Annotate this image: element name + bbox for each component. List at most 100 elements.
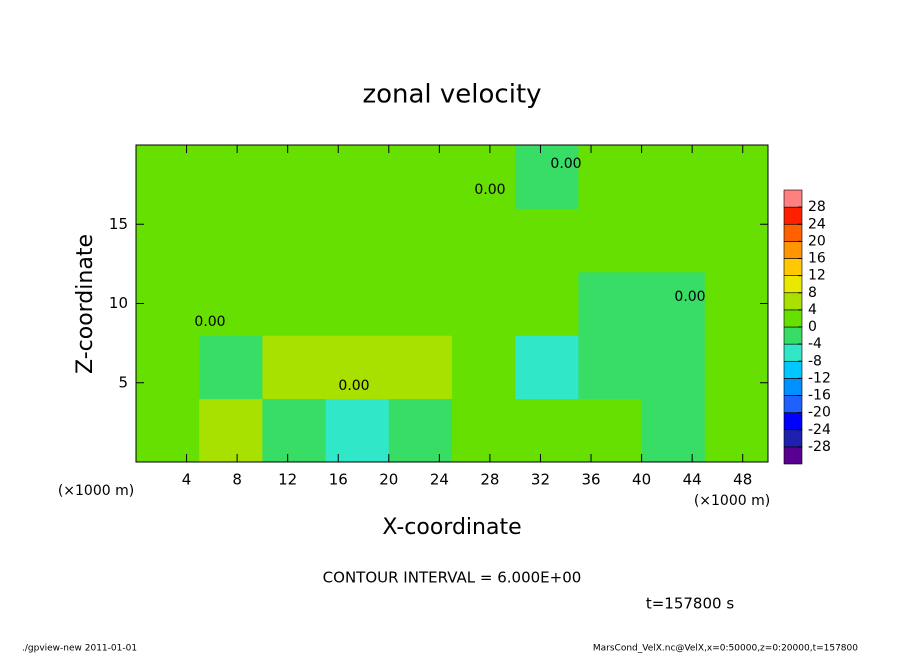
field-cell xyxy=(262,335,327,400)
x-axis-label: X-coordinate xyxy=(382,515,521,540)
colorbar-box xyxy=(783,326,803,345)
field-cell xyxy=(515,398,579,463)
colorbar-label: 28 xyxy=(808,199,826,215)
field-cell xyxy=(262,271,327,336)
y-tick-label: 15 xyxy=(109,215,128,233)
colorbar-label: 8 xyxy=(808,285,817,301)
colorbar-label: -24 xyxy=(808,422,831,438)
field-cell xyxy=(515,271,579,336)
field-cell xyxy=(452,398,516,463)
field-cell xyxy=(325,398,390,463)
field-cell xyxy=(704,398,769,463)
colorbar-box xyxy=(783,429,803,448)
field-cell xyxy=(515,145,579,209)
x-tick-label: 4 xyxy=(182,471,192,489)
field-cell xyxy=(452,208,516,273)
field-cell xyxy=(452,145,516,209)
field-cell xyxy=(136,271,200,336)
field-cell xyxy=(136,145,200,209)
x-tick-label: 24 xyxy=(430,471,449,489)
field-cell xyxy=(641,271,706,336)
field-cell xyxy=(704,335,769,400)
y-tick-label: 5 xyxy=(118,373,128,391)
colorbar-box xyxy=(783,446,803,465)
colorbar-label: 0 xyxy=(808,319,817,335)
x-tick-label: 8 xyxy=(232,471,242,489)
field-cell xyxy=(452,335,516,400)
colorbar-label: -20 xyxy=(808,405,831,421)
field-cell xyxy=(136,208,200,273)
colorbar-box xyxy=(783,343,803,362)
field-cell xyxy=(388,335,453,400)
field-cell xyxy=(325,271,390,336)
field-cell xyxy=(578,208,643,273)
contour-label: 0.00 xyxy=(674,289,705,305)
field-cell xyxy=(704,271,769,336)
field-cell xyxy=(388,145,453,209)
field-cell xyxy=(325,335,390,400)
field-cell xyxy=(388,398,453,463)
colorbar-label: -16 xyxy=(808,388,831,404)
y-tick-label: 10 xyxy=(109,294,128,312)
colorbar-box xyxy=(783,412,803,431)
field-cell xyxy=(325,145,390,209)
colorbar-label: 4 xyxy=(808,302,817,318)
field-cell xyxy=(578,398,643,463)
colorbar-box xyxy=(783,395,803,413)
colorbar-box xyxy=(783,309,803,328)
field-cell xyxy=(199,145,263,209)
footer-right: MarsCond_VelX.nc@VelX,x=0:50000,z=0:2000… xyxy=(593,644,858,654)
field-cell xyxy=(641,208,706,273)
field-cell xyxy=(515,335,579,400)
colorbar-label: 16 xyxy=(808,251,826,267)
x-tick-label: 28 xyxy=(480,471,499,489)
y-units: (×1000 m) xyxy=(58,483,134,499)
field-cell xyxy=(199,398,263,463)
colorbar-box xyxy=(783,258,803,276)
x-tick-label: 36 xyxy=(581,471,600,489)
footer-left: ./gpview-new 2011-01-01 xyxy=(22,644,137,654)
contour-label: 0.00 xyxy=(194,314,225,330)
field-cell xyxy=(388,271,453,336)
field-cell xyxy=(515,208,579,273)
x-tick-label: 16 xyxy=(329,471,348,489)
field-cell xyxy=(641,335,706,400)
contour-label: 0.00 xyxy=(474,182,505,198)
colorbar-label: -8 xyxy=(808,353,822,369)
colorbar-label: 12 xyxy=(808,268,826,284)
colorbar-box xyxy=(783,241,803,259)
colorbar-box xyxy=(783,292,803,311)
field-cell xyxy=(578,335,643,400)
colorbar-box xyxy=(783,223,803,242)
field-cell xyxy=(136,335,200,400)
x-tick-label: 44 xyxy=(683,471,702,489)
contour-interval: CONTOUR INTERVAL = 6.000E+00 xyxy=(323,569,582,587)
field-cell xyxy=(704,208,769,273)
y-axis-label: Z-coordinate xyxy=(73,234,98,374)
field-cell xyxy=(262,398,327,463)
field-cell xyxy=(199,208,263,273)
field-cell xyxy=(641,145,706,209)
colorbar-box xyxy=(783,189,803,208)
colorbar-box xyxy=(783,378,803,396)
colorbar-label: -12 xyxy=(808,370,831,386)
x-tick-label: 32 xyxy=(531,471,550,489)
field-cell xyxy=(388,208,453,273)
time-label: t=157800 s xyxy=(646,595,734,613)
colorbar-label: -28 xyxy=(808,439,831,455)
field-cell xyxy=(578,145,643,209)
field-cell xyxy=(641,398,706,463)
field-cell xyxy=(199,271,263,336)
x-tick-label: 20 xyxy=(379,471,398,489)
field-cell xyxy=(704,145,769,209)
field-cell xyxy=(452,271,516,336)
field-cell xyxy=(578,271,643,336)
field-cell xyxy=(262,145,327,209)
colorbar-box xyxy=(783,206,803,225)
colorbar-label: 24 xyxy=(808,216,826,232)
colorbar-label: 20 xyxy=(808,233,826,249)
contour-label: 0.00 xyxy=(338,378,369,394)
field-cell xyxy=(199,335,263,400)
x-tick-label: 12 xyxy=(278,471,297,489)
